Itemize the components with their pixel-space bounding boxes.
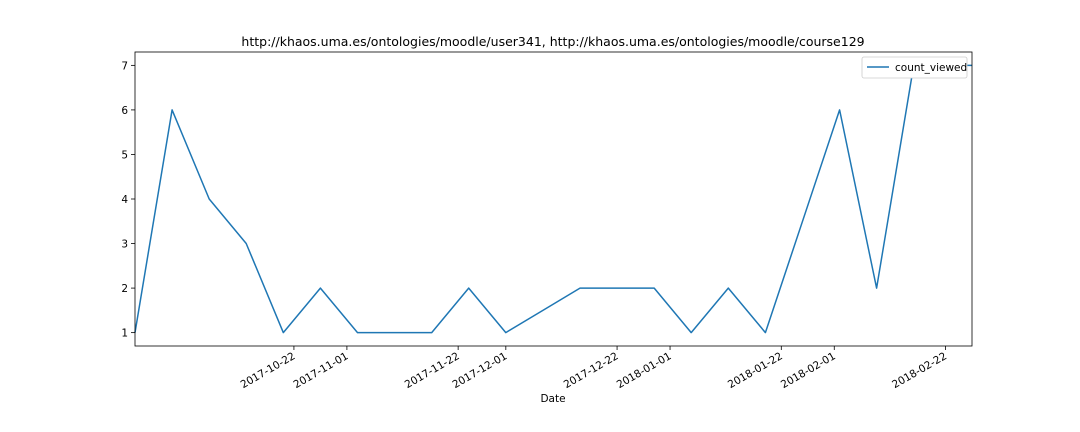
- chart-title: http://khaos.uma.es/ontologies/moodle/us…: [241, 34, 864, 49]
- x-tick-label: 2017-10-22: [239, 350, 298, 391]
- y-tick-label: 7: [121, 60, 128, 72]
- y-axis: 1 2 3 4 5 6 7: [121, 60, 135, 340]
- y-tick-label: 6: [121, 105, 128, 117]
- y-tick-label: 1: [121, 328, 128, 340]
- legend: count_viewed: [861, 56, 968, 79]
- legend-label: count_viewed: [895, 62, 967, 74]
- y-tick-label: 2: [121, 283, 128, 295]
- x-tick-label: 2017-11-01: [292, 350, 351, 391]
- y-tick-label: 4: [121, 194, 128, 206]
- x-tick-label: 2018-01-22: [726, 350, 785, 391]
- plot-lines: [134, 64, 972, 334]
- x-tick-label: 2017-12-22: [562, 350, 621, 391]
- x-tick-label: 2018-02-01: [779, 350, 838, 391]
- x-tick-label: 2017-12-01: [450, 350, 509, 391]
- x-tick-label: 2018-01-01: [615, 350, 674, 391]
- series-line-count_viewed: [134, 64, 972, 334]
- legend-box: [861, 56, 968, 79]
- x-axis-label: Date: [540, 393, 565, 405]
- y-tick-label: 3: [121, 239, 128, 251]
- plot-area-frame: [134, 51, 973, 347]
- x-tick-label: 2018-02-22: [890, 350, 949, 391]
- y-tick-label: 5: [121, 149, 128, 161]
